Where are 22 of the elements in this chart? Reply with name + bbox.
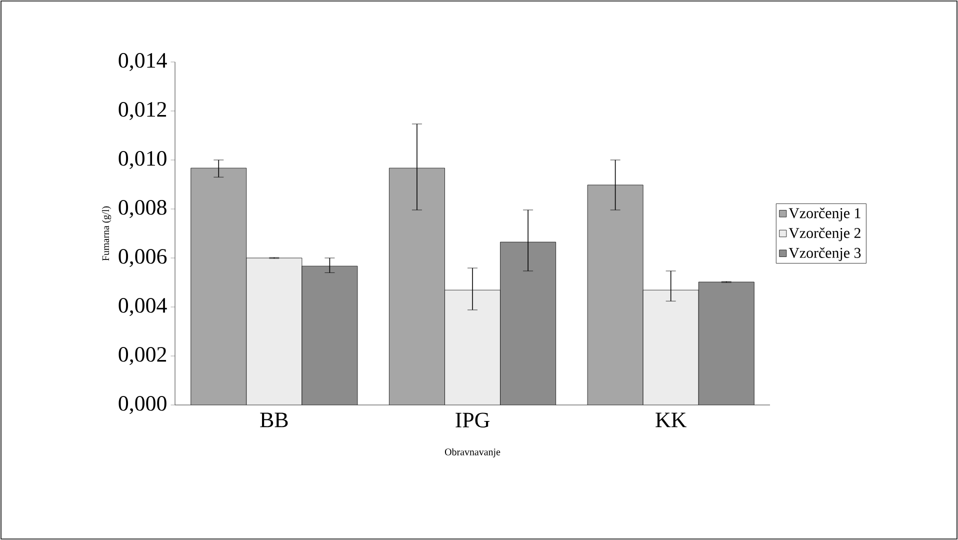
- y-tick-label: 0,012: [118, 102, 166, 120]
- y-tick-label: 0,014: [118, 53, 167, 71]
- legend-label: Vzorčenje 1: [788, 208, 860, 222]
- y-tick-label: 0,004: [118, 298, 167, 316]
- bar: [302, 266, 358, 405]
- bar: [389, 168, 445, 405]
- x-tick-label: BB: [260, 412, 288, 428]
- x-tick-label: KK: [656, 412, 686, 428]
- y-tick-label: 0,002: [118, 347, 166, 365]
- legend-label: Vzorčenje 3: [788, 247, 861, 261]
- x-axis-title: Obravnavanje: [444, 448, 500, 458]
- bar: [587, 184, 644, 405]
- y-tick-label: 0,006: [118, 249, 167, 267]
- bar: [190, 168, 246, 405]
- y-axis-title: Fumarna (g/l): [102, 206, 112, 261]
- y-tick-label: 0,010: [118, 151, 166, 169]
- legend-label: Vzorčenje 2: [788, 228, 860, 242]
- y-tick-label: 0,000: [118, 396, 166, 414]
- bar: [500, 242, 556, 405]
- y-tick-label: 0,008: [118, 200, 166, 218]
- bar: [698, 282, 754, 405]
- x-tick-label: IPG: [456, 412, 490, 428]
